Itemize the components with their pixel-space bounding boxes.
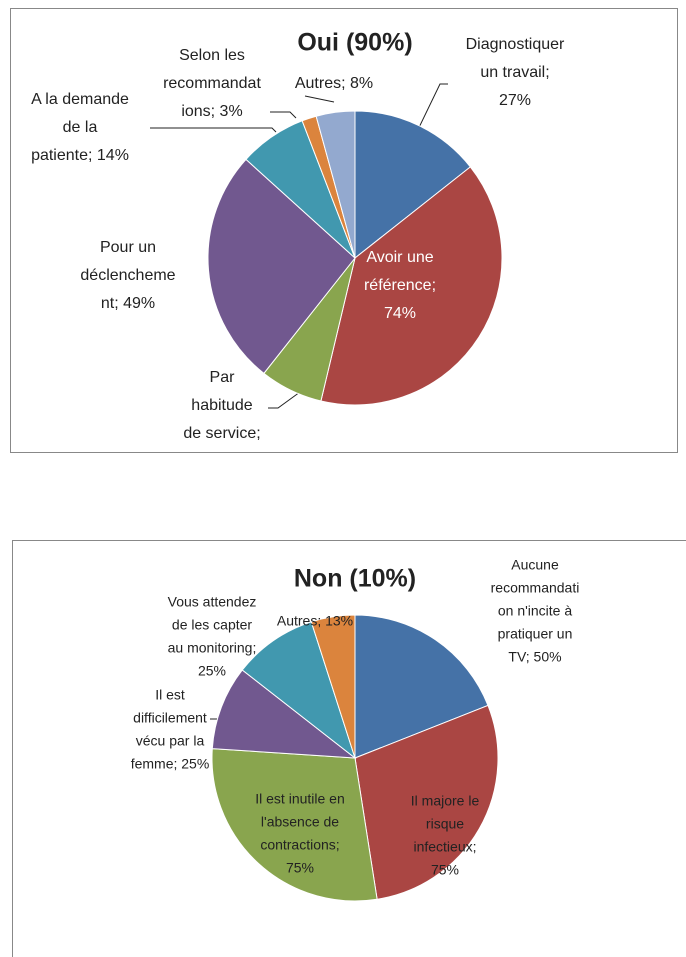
chart-title: Oui (90%): [297, 29, 412, 57]
data-label: Il est: [155, 687, 185, 703]
data-label: Aucune: [511, 557, 559, 573]
data-label: Vous attendez: [168, 594, 257, 610]
data-label: infectieux;: [413, 839, 476, 855]
data-label: patiente; 14%: [31, 147, 129, 164]
data-label: déclencheme: [80, 267, 175, 284]
pie-slice: [354, 110, 472, 260]
data-label: Il est inutile en: [255, 791, 345, 807]
data-label: référence;: [364, 277, 436, 294]
data-label: nt; 49%: [101, 295, 155, 312]
data-label: Il majore le: [411, 793, 480, 809]
data-label: au monitoring;: [168, 640, 257, 656]
data-label: de la: [63, 119, 98, 136]
data-label: Autres; 8%: [295, 75, 373, 92]
pie-slice: [320, 166, 503, 406]
data-label: difficilement: [133, 710, 207, 726]
data-label: Autres; 13%: [277, 613, 353, 629]
chart-title: Non (10%): [294, 565, 416, 593]
data-label: ions; 3%: [181, 103, 242, 120]
data-label: risque: [426, 816, 464, 832]
data-label: 27%: [499, 92, 531, 109]
data-label: TV; 50%: [508, 649, 561, 665]
data-label: 74%: [384, 305, 416, 322]
data-label: Selon les: [179, 47, 245, 64]
data-label: Diagnostiquer: [466, 36, 565, 53]
pie-slice: [211, 748, 378, 902]
data-label: de service;: [183, 425, 260, 442]
pie-slice: [354, 614, 489, 759]
data-label: femme; 25%: [131, 756, 210, 772]
data-label: A la demande: [31, 91, 129, 108]
data-label: l'absence de: [261, 814, 339, 830]
data-label: Par: [210, 369, 236, 386]
data-label: un travail;: [480, 64, 549, 81]
data-label: habitude: [191, 397, 252, 414]
pie-slice: [211, 669, 357, 759]
data-label: on n'incite à: [498, 603, 572, 619]
chart-frame: [10, 8, 678, 453]
pie-slice: [310, 614, 356, 759]
data-label: vécu par la: [136, 733, 205, 749]
data-label: Avoir une: [366, 249, 433, 266]
pie-slice: [241, 621, 356, 760]
data-label: 25%: [198, 663, 226, 679]
pie-slice: [315, 110, 356, 259]
leader-lines: [150, 83, 448, 720]
data-label: pratiquer un: [498, 626, 573, 642]
pie-slice: [354, 704, 499, 900]
pie-slice: [207, 158, 356, 375]
data-label: 75%: [431, 862, 459, 878]
data-label: Pour un: [100, 239, 156, 256]
data-label: recommandat: [163, 75, 261, 92]
data-label: contractions;: [260, 837, 339, 853]
data-label: de les capter: [172, 617, 252, 633]
data-label: recommandati: [491, 580, 580, 596]
data-label: 75%: [286, 860, 314, 876]
chart-frame: [12, 540, 686, 957]
